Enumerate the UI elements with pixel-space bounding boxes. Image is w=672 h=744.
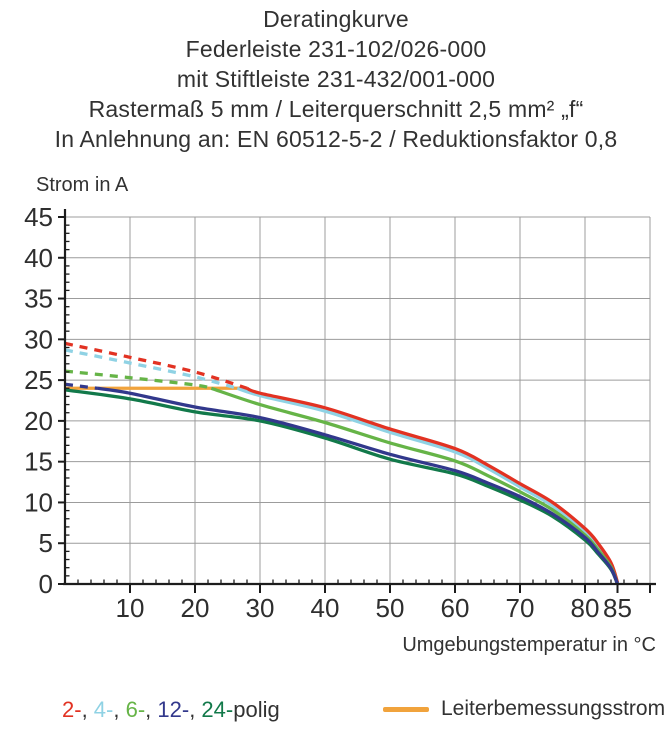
- curve-12-polig-solid: [97, 386, 620, 585]
- tick-marks: [58, 215, 651, 593]
- title-line-1: Deratingkurve: [263, 6, 409, 32]
- y-tick-label-30: 30: [24, 324, 53, 354]
- title-line-3: mit Stiftleiste 231-432/001-000: [176, 66, 496, 92]
- legend-separator: ,: [81, 697, 94, 722]
- legend-pole-24: 24-: [201, 697, 234, 722]
- y-tick-label-45: 45: [24, 202, 53, 232]
- y-axis-title: Strom in A: [36, 174, 129, 196]
- reference-legend-label: Leiterbemessungsstrom: [441, 697, 666, 720]
- x-tick-label-50: 50: [376, 593, 405, 623]
- x-tick-label-20: 20: [181, 593, 210, 623]
- title-line-2: Federleiste 231-102/026-000: [185, 36, 487, 62]
- chart-title-block: Deratingkurve Federleiste 231-102/026-00…: [0, 4, 672, 154]
- legend-pole-6: 6-: [125, 697, 146, 722]
- x-tick-label-10: 10: [116, 593, 145, 623]
- curve-6-polig-dashed: [64, 369, 212, 390]
- title-line-5: In Anlehnung an: EN 60512-5-2 / Reduktio…: [54, 126, 618, 152]
- legend-pole-2: 2-: [62, 697, 82, 722]
- curve-2-polig-solid: [246, 386, 620, 583]
- x-tick-label-80: 80: [571, 593, 600, 623]
- y-tick-label-10: 10: [24, 487, 53, 517]
- curve-12-polig-dashed: [64, 382, 98, 390]
- curve-4-polig: [64, 348, 620, 584]
- legend-separator: ,: [189, 697, 202, 722]
- legend-pole-4: 4-: [93, 697, 114, 722]
- y-tick-label-5: 5: [39, 528, 53, 558]
- y-tick-label-15: 15: [24, 447, 53, 477]
- legend-separator: ,: [113, 697, 126, 722]
- curve-12-polig: [64, 382, 620, 585]
- x-tick-label-30: 30: [246, 593, 275, 623]
- curve-4-polig-dashed: [64, 348, 238, 390]
- curve-24-polig: [64, 388, 620, 585]
- poles-legend: 2-, 4-, 6-, 12-, 24-polig: [62, 697, 280, 723]
- title-line-4: Rastermaß 5 mm / Leiterquerschnitt 2,5 m…: [88, 96, 584, 122]
- x-tick-label-60: 60: [441, 593, 470, 623]
- derating-chart: 10 20 30 40 50 60 70 80 85 0 5 10 15 20 25 30 35 40 45: [24, 202, 656, 623]
- y-tick-label-40: 40: [24, 243, 53, 273]
- y-tick-label-25: 25: [24, 365, 53, 395]
- y-tick-label-0: 0: [39, 569, 53, 599]
- x-tick-label-40: 40: [311, 593, 340, 623]
- legend-separator: ,: [145, 697, 158, 722]
- legend-poles-suffix: polig: [233, 697, 280, 722]
- curve-2-polig-dashed: [64, 341, 248, 390]
- curve-4-polig-solid: [236, 386, 620, 584]
- y-tick-label-35: 35: [24, 284, 53, 314]
- tick-labels: 10 20 30 40 50 60 70 80 85 0 5 10 15 20 25 30 35 40 45: [24, 202, 632, 623]
- x-tick-label-85: 85: [603, 593, 632, 623]
- y-tick-label-20: 20: [24, 406, 53, 436]
- reference-legend: Leiterbemessungsstrom: [383, 697, 665, 721]
- x-axis-title: Umgebungstemperatur in °C: [402, 634, 656, 656]
- curve-6-polig-solid: [210, 386, 620, 585]
- legend-pole-12: 12-: [157, 697, 190, 722]
- x-tick-label-70: 70: [506, 593, 535, 623]
- curve-2-polig: [64, 341, 620, 583]
- reference-line-swatch: [383, 706, 429, 712]
- grid-lines: [65, 216, 651, 584]
- curve-24-polig-solid: [64, 388, 620, 585]
